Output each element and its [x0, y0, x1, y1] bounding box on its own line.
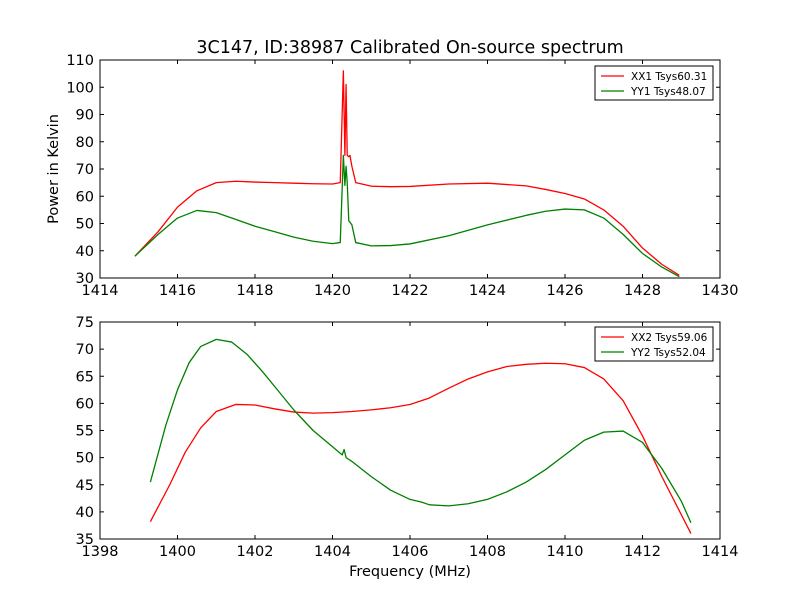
x-tick-label: 1404: [314, 544, 351, 560]
x-tick-label: 1414: [702, 544, 739, 560]
chart-title: 3C147, ID:38987 Calibrated On-source spe…: [196, 38, 623, 58]
y-tick-label: 70: [76, 162, 94, 178]
legend-label: XX2 Tsys59.06: [631, 332, 708, 344]
legend-box: [594, 65, 714, 101]
x-tick-label: 1418: [237, 283, 274, 299]
x-tick-label: 1410: [547, 544, 584, 560]
x-tick-label: 1406: [392, 544, 429, 560]
y-tick-label: 75: [76, 315, 94, 331]
legend: XX2 Tsys59.06 YY2 Tsys52.04: [594, 326, 714, 362]
axes-frame: [99, 321, 721, 540]
y-tick-label: 45: [76, 478, 94, 494]
legend-label: YY2 Tsys52.04: [630, 347, 706, 359]
x-tick-label: 1414: [82, 283, 119, 299]
chart-panel-1: 1414 1416 1418 1420 1422 1424 1426 1428 1430 30 40…: [46, 53, 738, 299]
chart-panel-2: 1398 1400 1402 1404 1406 1408 1410 1412 1414 35 40…: [76, 315, 739, 580]
legend-box: [594, 326, 714, 362]
x-tick-label: 1430: [702, 283, 739, 299]
y-tick-label: 70: [76, 342, 94, 358]
y-tick-label: 40: [76, 244, 94, 260]
y-axis-label: Power in Kelvin: [46, 114, 62, 224]
y-tick-label: 50: [76, 217, 94, 233]
panels: 1414 1416 1418 1420 1422 1424 1426 1428 1430 30 40…: [46, 53, 738, 580]
y-tick-label: 65: [76, 369, 94, 385]
x-tick-label: 1424: [469, 283, 506, 299]
legend-label: XX1 Tsys60.31: [631, 71, 707, 83]
axes-frame: [99, 59, 721, 279]
series-line-1-1: [134, 70, 680, 276]
y-tick-label: 80: [76, 135, 94, 151]
x-tick-label: 1426: [547, 283, 584, 299]
y-tick-label: 90: [76, 108, 94, 124]
x-tick-label: 1398: [82, 544, 119, 560]
x-tick-label: 1412: [624, 544, 661, 560]
y-tick-label: 110: [66, 53, 94, 69]
x-tick-label: 1422: [392, 283, 429, 299]
legend-label: YY1 Tsys48.07: [630, 86, 706, 98]
x-tick-label: 1400: [159, 544, 196, 560]
y-tick-label: 30: [76, 271, 94, 287]
series-line-1-2: [134, 154, 680, 278]
x-tick-label: 1416: [159, 283, 196, 299]
x-tick-label: 1420: [314, 283, 351, 299]
y-tick-label: 40: [76, 505, 94, 521]
x-axis-label: Frequency (MHz): [349, 564, 471, 580]
x-tick-label: 1428: [624, 283, 661, 299]
y-tick-label: 60: [76, 396, 94, 412]
x-tick-label: 1402: [237, 544, 274, 560]
y-tick-label: 55: [76, 424, 94, 440]
series-line-2-1: [149, 362, 692, 534]
series-line-2-2: [149, 338, 692, 523]
y-tick-label: 50: [76, 451, 94, 467]
y-tick-label: 60: [76, 189, 94, 205]
y-tick-label: 100: [66, 80, 94, 96]
x-tick-label: 1408: [469, 544, 506, 560]
legend: XX1 Tsys60.31 YY1 Tsys48.07: [594, 65, 714, 101]
y-tick-label: 35: [76, 532, 94, 548]
